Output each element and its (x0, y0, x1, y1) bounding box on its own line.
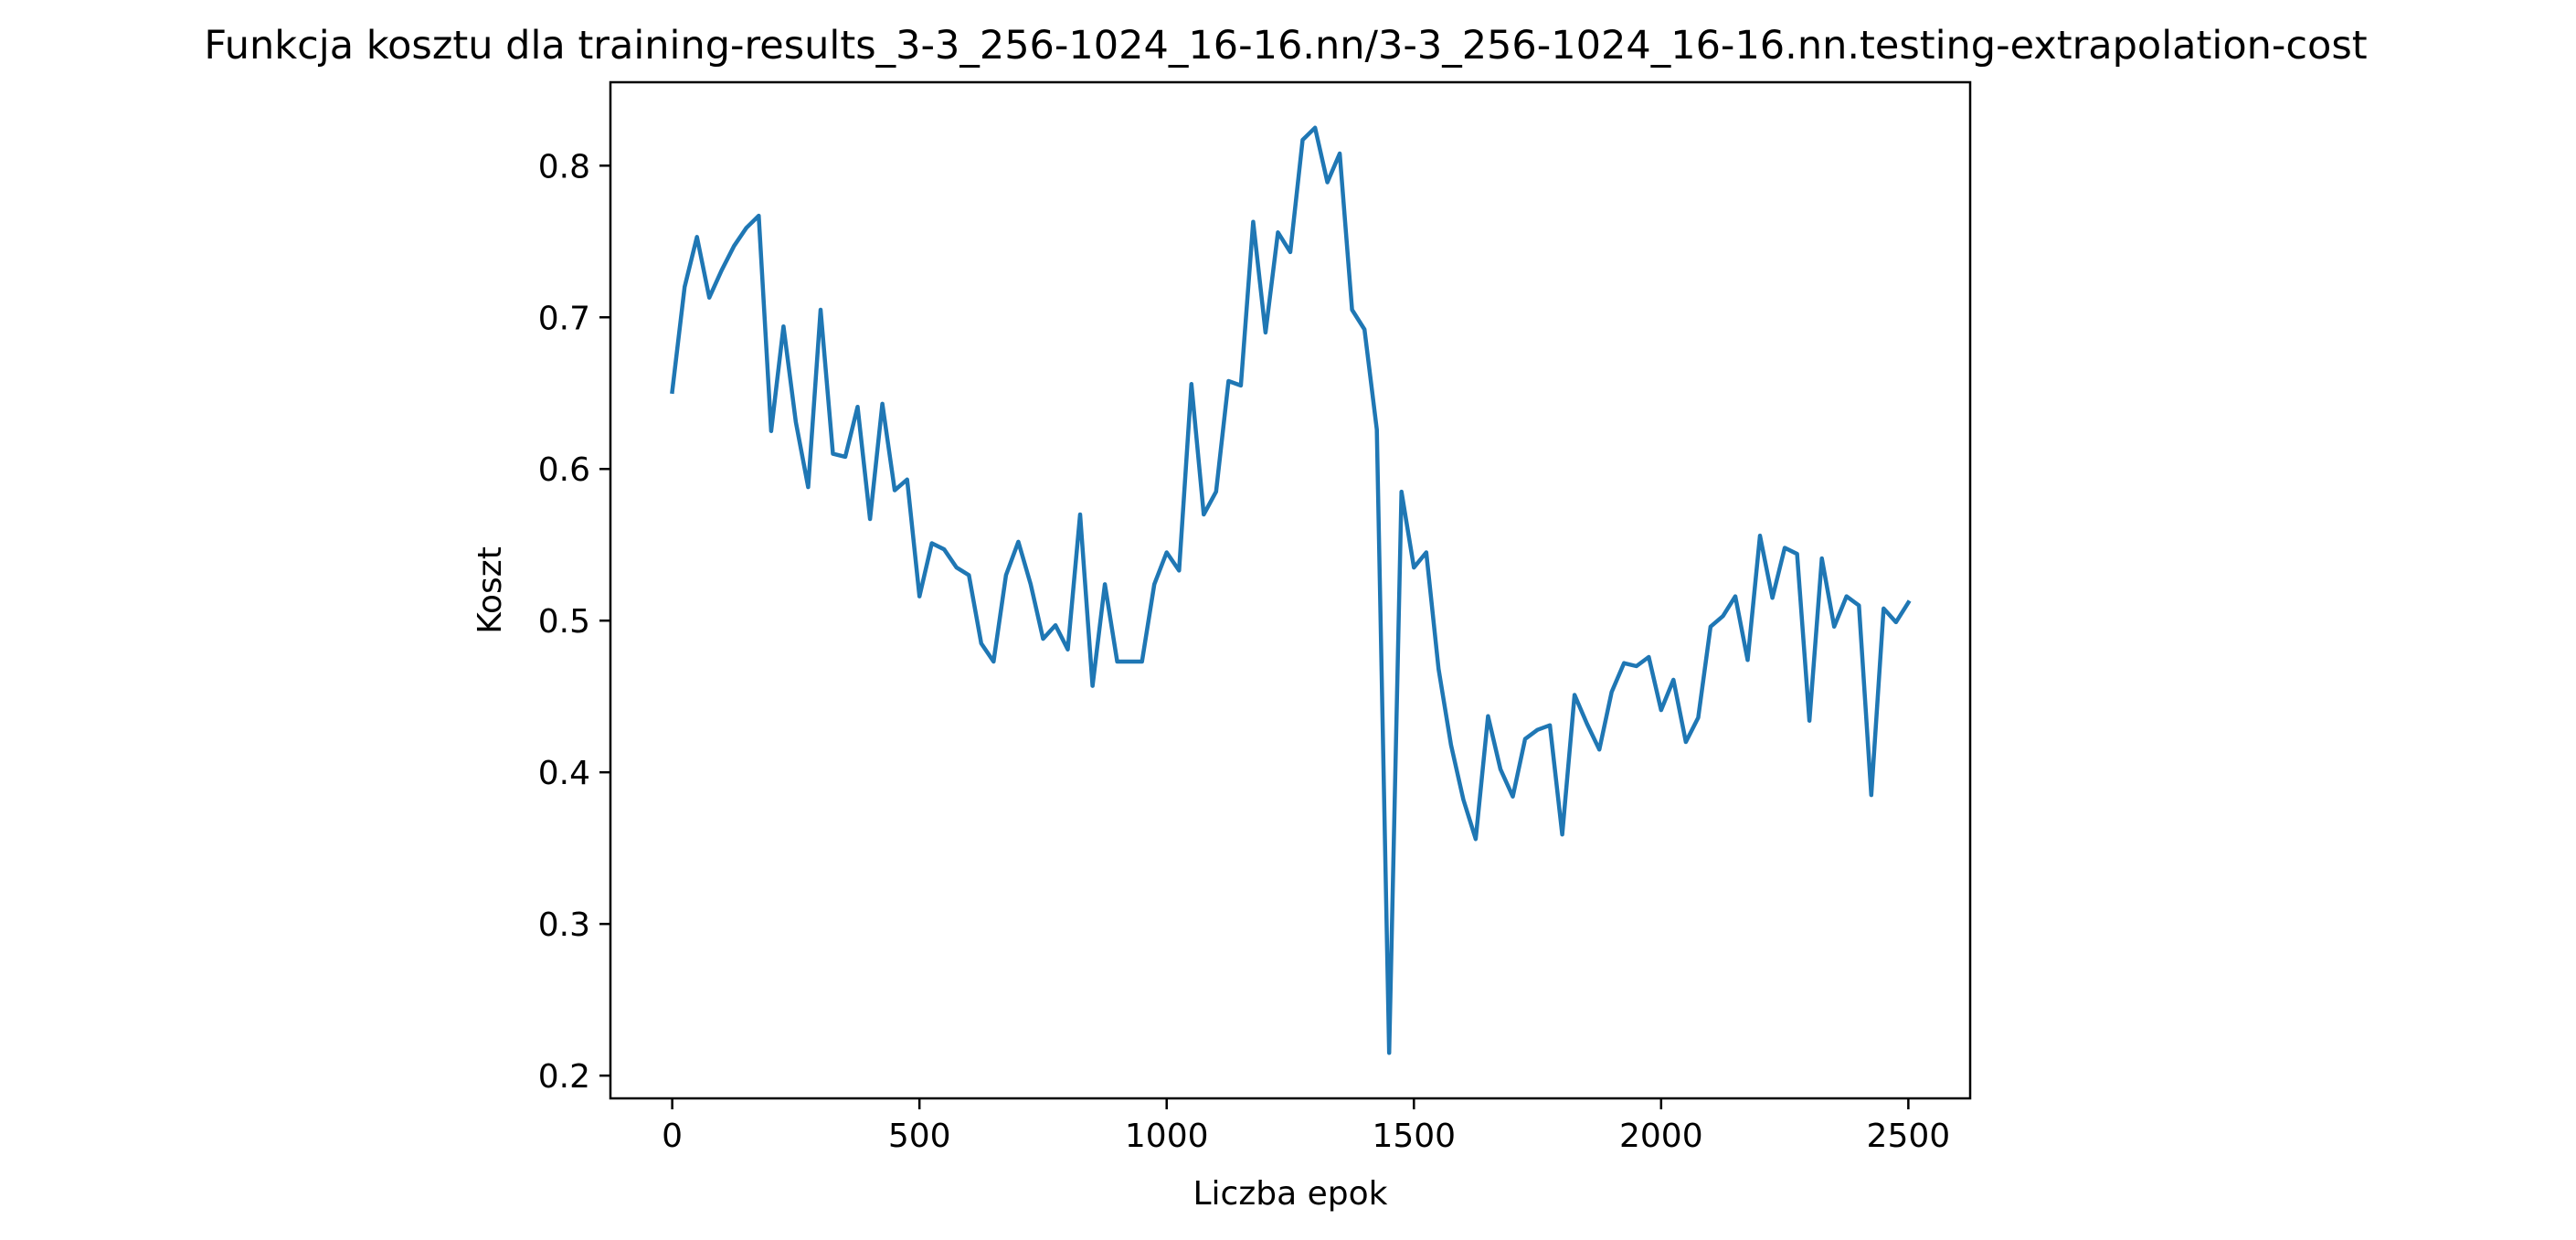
series-line (673, 128, 1909, 1053)
x-tick-label: 0 (662, 1118, 683, 1155)
x-tick-label: 500 (888, 1118, 951, 1155)
y-tick-label: 0.5 (538, 603, 590, 641)
y-tick-label: 0.7 (538, 300, 590, 337)
chart-title: Funkcja kosztu dla training-results_3-3_… (204, 23, 2367, 69)
y-tick-label: 0.2 (538, 1058, 590, 1096)
y-tick-label: 0.4 (538, 755, 590, 792)
x-tick-label: 2000 (1619, 1118, 1703, 1155)
y-axis-label: Koszt (472, 546, 509, 634)
y-tick-label: 0.3 (538, 906, 590, 944)
axis-ticks: 0 500 1000 1500 2000 2500 0.2 0.3 0.4 0.5 0.6 0.7 0.… (538, 148, 1950, 1155)
x-tick-label: 1500 (1372, 1118, 1456, 1155)
y-tick-label: 0.6 (538, 451, 590, 489)
y-tick-label: 0.8 (538, 148, 590, 185)
x-tick-label: 2500 (1867, 1118, 1951, 1155)
x-tick-label: 1000 (1125, 1118, 1209, 1155)
x-axis-label: Liczba epok (1193, 1175, 1388, 1213)
